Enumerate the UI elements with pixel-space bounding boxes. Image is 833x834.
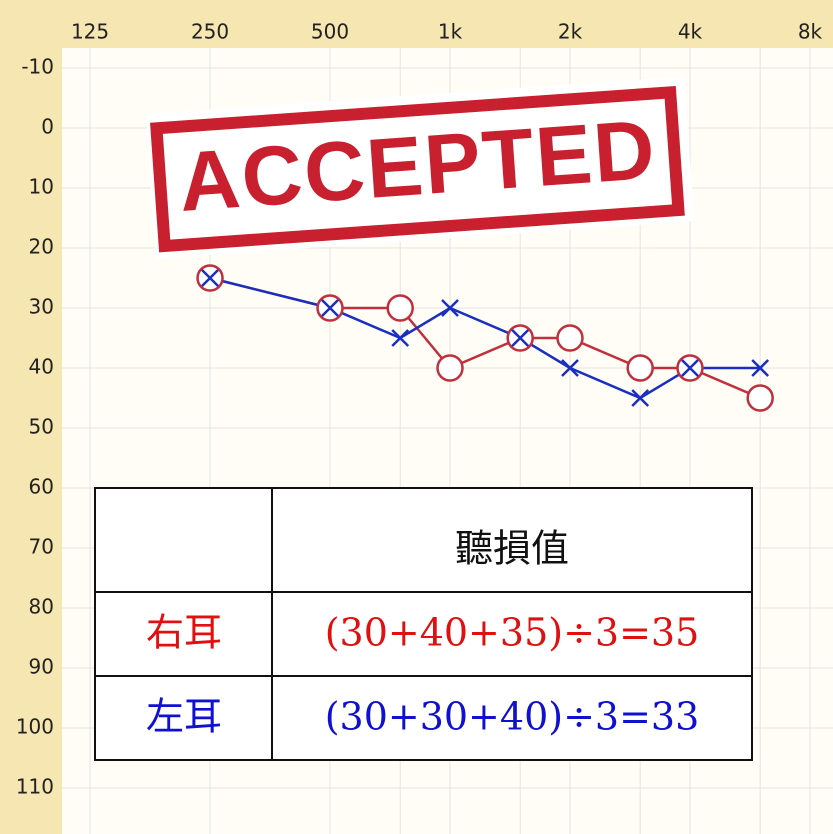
marker-x — [681, 359, 699, 377]
y-tick-label: 110 — [16, 775, 54, 799]
marker-x — [511, 329, 530, 347]
x-tick-label: 8k — [798, 20, 823, 44]
marker-x — [751, 359, 770, 377]
stamp-border — [150, 85, 685, 253]
table-frame — [94, 487, 753, 761]
y-tick-label: 0 — [41, 115, 54, 139]
marker-x — [321, 299, 339, 317]
marker-x — [391, 329, 410, 347]
y-tick-label: 80 — [29, 595, 54, 619]
table-cell: (30+30+40)÷3=33 — [325, 695, 700, 739]
y-tick-label: 20 — [29, 235, 54, 259]
marker-x — [631, 389, 650, 407]
marker-circle — [436, 354, 464, 382]
x-tick-label: 125 — [71, 20, 109, 44]
table-header: 聽損值 — [455, 527, 569, 571]
marker-circle — [626, 354, 654, 382]
marker-x — [561, 359, 579, 377]
y-tick-label: 100 — [16, 715, 54, 739]
y-tick-label: 10 — [29, 175, 54, 199]
x-tick-label: 250 — [191, 20, 229, 44]
marker-circle — [746, 384, 774, 412]
marker-circle — [556, 324, 584, 352]
marker-circle — [386, 294, 414, 322]
y-tick-label: 50 — [29, 415, 54, 439]
x-tick-label: 500 — [311, 20, 349, 44]
table-cell: 右耳 — [146, 611, 222, 655]
x-tick-label: 4k — [678, 20, 703, 44]
table: 聽損值 右耳 (30+40+35)÷3=35 左耳 (30+30+40)÷3=3… — [94, 487, 753, 761]
y-tick-label: -10 — [21, 55, 54, 79]
y-tick-label: 90 — [29, 655, 54, 679]
plot — [196, 264, 774, 412]
marker-x — [441, 299, 459, 317]
stamp: ACCEPTED — [145, 76, 695, 259]
y-tick-label: 40 — [29, 355, 54, 379]
table-cell: (30+40+35)÷3=35 — [325, 611, 700, 655]
table-cell: 左耳 — [146, 695, 222, 739]
x-tick-label: 1k — [438, 20, 463, 44]
y-tick-label: 60 — [29, 475, 54, 499]
y-tick-label: 70 — [29, 535, 54, 559]
y-tick-label: 30 — [29, 295, 54, 319]
x-tick-label: 2k — [558, 20, 583, 44]
marker-x — [201, 269, 219, 287]
